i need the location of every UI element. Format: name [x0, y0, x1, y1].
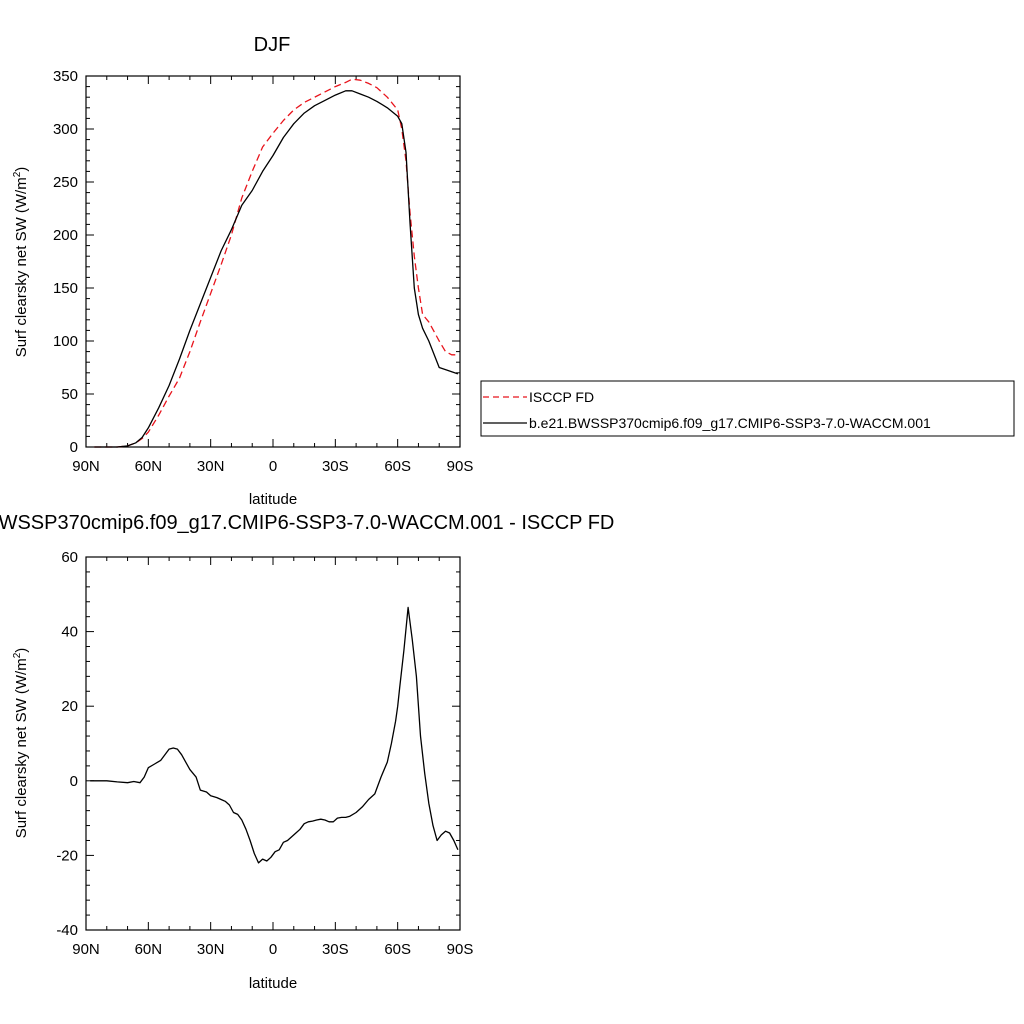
top-x-tick-label: 0 — [269, 458, 277, 475]
bottom-x-ticks: 90N 60N 30N 0 30S 60S 90S — [72, 557, 473, 958]
top-series-line-0 — [94, 78, 458, 448]
bottom-y-tick-label: -20 — [56, 847, 78, 864]
top-x-tick-label: 90S — [447, 458, 474, 475]
top-y-tick-label: 300 — [53, 121, 78, 138]
top-plot-frame — [85, 75, 461, 448]
bottom-x-tick-label: 30S — [322, 941, 349, 958]
top-series-lines — [94, 78, 459, 448]
legend-label-model: b.e21.BWSSP370cmip6.f09_g17.CMIP6-SSP3-7… — [529, 415, 931, 431]
top-y-tick-label: 100 — [53, 333, 78, 350]
top-plot-title: DJF — [254, 34, 291, 56]
top-y-tick-label: 50 — [61, 386, 78, 403]
top-x-tick-label: 90N — [72, 458, 100, 475]
bottom-series-lines — [90, 606, 459, 864]
bottom-x-tick-label: 90S — [447, 941, 474, 958]
legend-box — [480, 380, 1015, 437]
legend-label-isccp: ISCCP FD — [529, 389, 594, 405]
top-y-axis-label-sup: 2 — [12, 171, 23, 177]
bottom-y-tick-label: -40 — [56, 922, 78, 939]
bottom-x-tick-label: 60N — [135, 941, 163, 958]
top-x-ticks: 90N 60N 30N 0 30S 60S 90S — [72, 76, 473, 475]
bottom-y-axis-label-close: ) — [13, 648, 30, 653]
bottom-plot-title: b.e21.BWSSP370cmip6.f09_g17.CMIP6-SSP3-7… — [0, 512, 614, 534]
bottom-series-line-0 — [90, 606, 459, 864]
top-y-axis-label-close: ) — [13, 167, 30, 172]
bottom-plot-frame — [85, 556, 461, 931]
bottom-y-ticks: -40 -20 0 20 40 60 — [56, 549, 460, 939]
top-y-tick-label: 250 — [53, 174, 78, 191]
bottom-y-axis-label: Surf clearsky net SW (W/m2) — [12, 648, 30, 839]
bottom-y-tick-label: 0 — [70, 773, 78, 790]
top-y-axis-label-main: Surf clearsky net SW (W/m — [13, 177, 30, 357]
top-y-tick-label: 150 — [53, 280, 78, 297]
bottom-y-axis-label-sup: 2 — [12, 652, 23, 658]
top-x-tick-label: 30N — [197, 458, 225, 475]
top-x-tick-label: 60N — [135, 458, 163, 475]
bottom-x-tick-label: 90N — [72, 941, 100, 958]
bottom-x-tick-label: 0 — [269, 941, 277, 958]
top-x-tick-label: 60S — [384, 458, 411, 475]
bottom-y-tick-label: 20 — [61, 698, 78, 715]
legend: ISCCP FD b.e21.BWSSP370cmip6.f09_g17.CMI… — [480, 380, 1015, 437]
top-x-tick-label: 30S — [322, 458, 349, 475]
bottom-y-tick-label: 40 — [61, 624, 78, 641]
bottom-panel: b.e21.BWSSP370cmip6.f09_g17.CMIP6-SSP3-7… — [0, 512, 614, 992]
top-panel: DJF 0 50 100 150 200 250 300 350 90N 60N 30N 0 30S 6… — [12, 34, 473, 508]
top-y-tick-label: 0 — [70, 439, 78, 456]
bottom-x-axis-label: latitude — [249, 975, 297, 992]
top-y-axis-label: Surf clearsky net SW (W/m2) — [12, 167, 30, 358]
top-y-tick-label: 350 — [53, 68, 78, 85]
top-x-axis-label: latitude — [249, 491, 297, 508]
bottom-x-tick-label: 60S — [384, 941, 411, 958]
top-y-tick-label: 200 — [53, 227, 78, 244]
bottom-y-axis-label-main: Surf clearsky net SW (W/m — [13, 658, 30, 838]
top-series-line-1 — [94, 90, 459, 448]
bottom-x-tick-label: 30N — [197, 941, 225, 958]
top-y-ticks: 0 50 100 150 200 250 300 350 — [53, 68, 460, 456]
bottom-y-tick-label: 60 — [61, 549, 78, 566]
